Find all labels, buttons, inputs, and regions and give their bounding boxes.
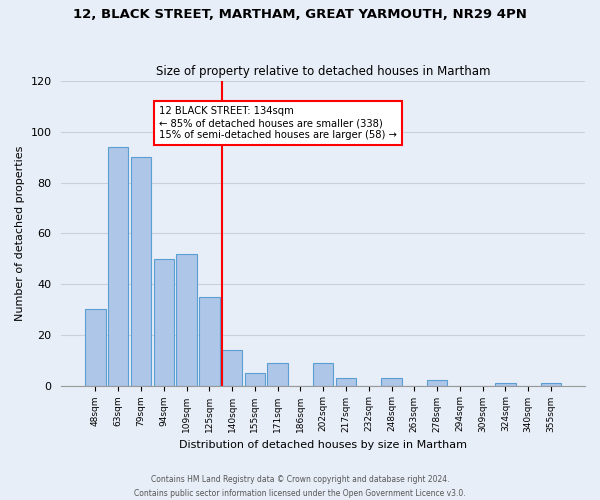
Text: 12, BLACK STREET, MARTHAM, GREAT YARMOUTH, NR29 4PN: 12, BLACK STREET, MARTHAM, GREAT YARMOUT… — [73, 8, 527, 20]
Text: 12 BLACK STREET: 134sqm
← 85% of detached houses are smaller (338)
15% of semi-d: 12 BLACK STREET: 134sqm ← 85% of detache… — [159, 106, 397, 140]
Bar — [495, 383, 515, 386]
Bar — [85, 310, 106, 386]
Bar — [336, 378, 356, 386]
Bar — [268, 362, 288, 386]
Bar — [381, 378, 402, 386]
Bar — [313, 362, 334, 386]
Title: Size of property relative to detached houses in Martham: Size of property relative to detached ho… — [156, 66, 490, 78]
Bar — [176, 254, 197, 386]
Bar — [427, 380, 448, 386]
Bar — [199, 297, 220, 386]
Bar — [222, 350, 242, 386]
Bar — [541, 383, 561, 386]
X-axis label: Distribution of detached houses by size in Martham: Distribution of detached houses by size … — [179, 440, 467, 450]
Bar — [245, 373, 265, 386]
Bar — [108, 147, 128, 386]
Text: Contains HM Land Registry data © Crown copyright and database right 2024.
Contai: Contains HM Land Registry data © Crown c… — [134, 476, 466, 498]
Bar — [154, 258, 174, 386]
Y-axis label: Number of detached properties: Number of detached properties — [15, 146, 25, 321]
Bar — [131, 157, 151, 386]
